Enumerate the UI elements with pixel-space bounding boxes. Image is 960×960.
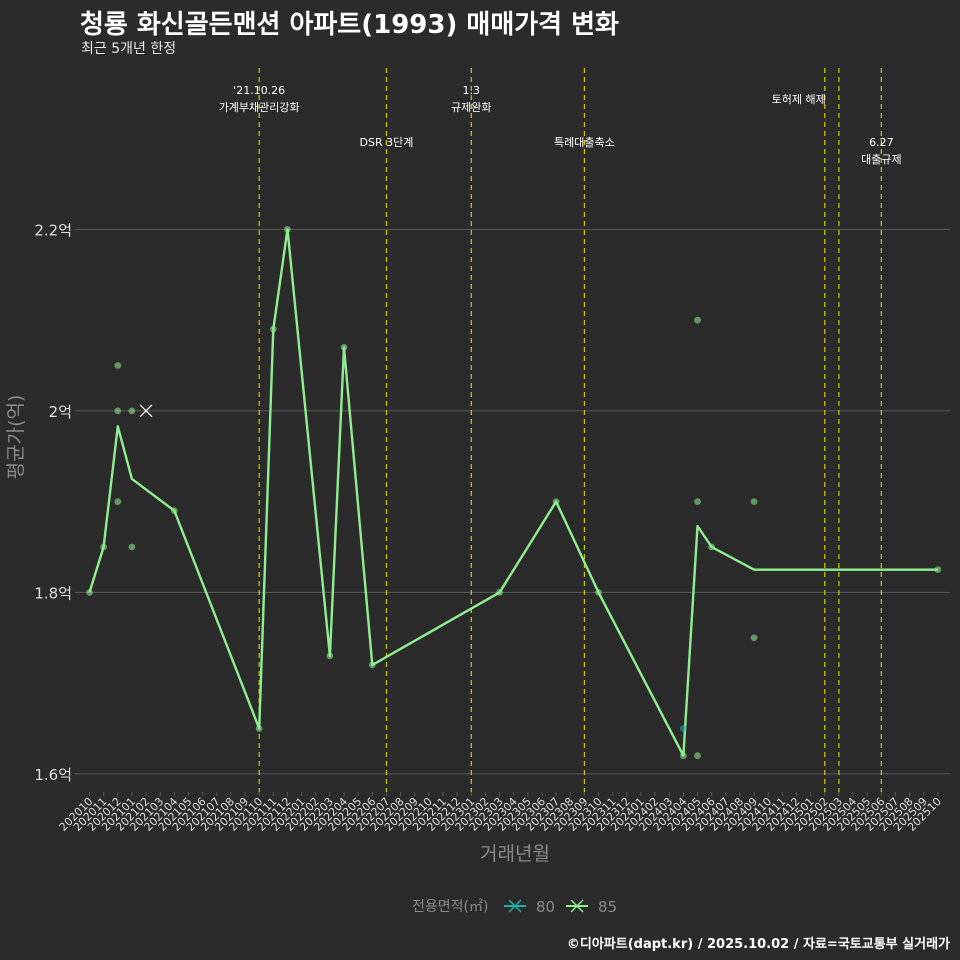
chart-title: 청룡 화신골든맨션 아파트(1993) 매매가격 변화 — [80, 10, 619, 40]
event-label: 규제완화 — [451, 101, 491, 114]
series-85-point — [255, 725, 263, 732]
chart-subtitle: 최근 5개년 한정 — [81, 41, 177, 57]
legend-key-cross — [508, 899, 522, 913]
y-tick-label: 1.8억 — [34, 584, 72, 602]
series-85-point — [496, 588, 503, 596]
series-85-point — [100, 543, 108, 551]
x-axis: 2020102020112020122021012021022021032021… — [57, 792, 944, 834]
series-85-point — [340, 343, 348, 351]
legend-key-cross — [570, 899, 584, 913]
series-85-point — [269, 325, 277, 333]
series-85-point — [708, 543, 716, 551]
series-85-point — [368, 661, 376, 669]
event-label: 대출규제 — [861, 153, 901, 166]
series-85-point — [114, 407, 122, 415]
y-tick-label: 2.2억 — [34, 221, 72, 239]
series-85-point — [114, 362, 122, 369]
y-axis: 1.6억 1.8억 2억 2.2억 — [34, 221, 72, 784]
series-85-point — [595, 588, 602, 596]
series-85-point — [86, 588, 93, 596]
series-85-point — [750, 634, 758, 642]
series-85-point — [694, 752, 701, 760]
series-80-point — [679, 725, 687, 732]
legend-label: 80 — [536, 898, 555, 916]
series-85-point — [128, 543, 136, 551]
footer-credit: ©디아파트(dapt.kr) / 2025.10.02 / 자료=국토교통부 실… — [566, 937, 950, 952]
series-85-x-marker — [139, 404, 153, 418]
event-label: 가계부채관리강화 — [219, 101, 300, 114]
y-tick-label: 2억 — [49, 403, 72, 421]
event-label: 토허제 해제 — [772, 92, 826, 106]
y-axis-title: 평균가(억) — [5, 395, 27, 480]
series-85-point — [170, 507, 178, 515]
event-label: 특례대출축소 — [554, 136, 615, 149]
legend-label: 85 — [598, 898, 617, 916]
series-85-point — [552, 498, 560, 505]
series-85-point — [284, 225, 291, 233]
x-axis-title: 거래년월 — [480, 843, 550, 865]
series-85-line — [88, 228, 938, 757]
grid-lines — [75, 228, 950, 775]
series-layer — [86, 225, 942, 760]
series-85-point — [694, 316, 701, 324]
event-label: 1.3 — [463, 84, 481, 97]
y-tick-label: 1.6억 — [34, 766, 72, 784]
series-85-point — [326, 652, 334, 660]
series-85-point — [750, 498, 758, 505]
series-85-point — [128, 407, 136, 415]
legend: 전용면적(㎡) 80 85 — [412, 898, 617, 916]
series-85-point — [679, 752, 687, 760]
event-label: DSR 3단계 — [360, 136, 414, 149]
event-label: 6.27 — [869, 136, 894, 149]
series-85-point — [114, 498, 122, 505]
legend-title: 전용면적(㎡) — [412, 899, 488, 915]
series-85-point — [694, 498, 701, 505]
series-85-point — [934, 566, 942, 574]
event-label: '21.10.26 — [233, 84, 285, 97]
